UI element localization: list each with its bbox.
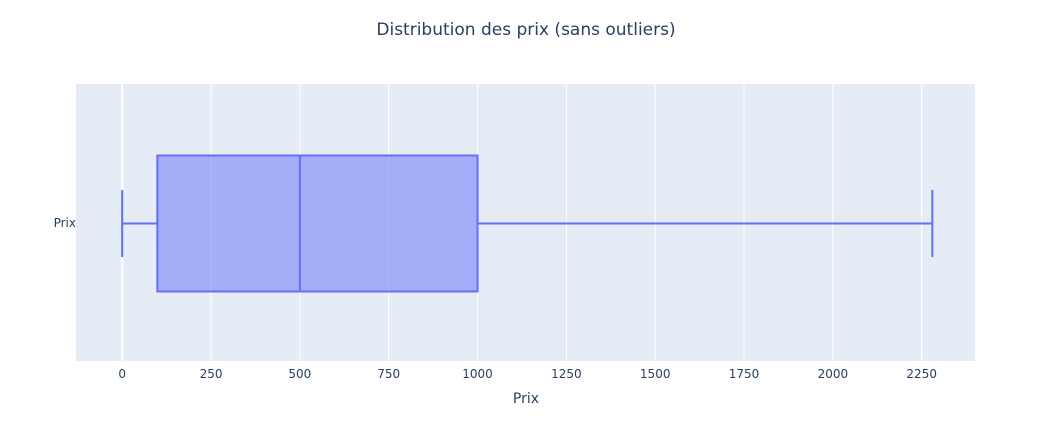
x-axis-title: Prix — [513, 391, 539, 407]
y-category-label: Prix — [54, 216, 76, 230]
box-group — [121, 154, 934, 293]
chart-title: Distribution des prix (sans outliers) — [376, 20, 675, 40]
x-tick-label: 1500 — [640, 367, 671, 381]
x-tick-label: 500 — [288, 367, 311, 381]
x-tick-label: 0 — [118, 367, 126, 381]
x-tick-label: 2250 — [906, 367, 937, 381]
x-tick-label: 2000 — [818, 367, 849, 381]
x-tick-label: 1750 — [729, 367, 760, 381]
x-tick-label: 1000 — [462, 367, 493, 381]
box-iqr — [156, 154, 479, 293]
x-tick-labels: 0 250 500 750 1000 1250 1500 1750 2000 2250 — [118, 367, 937, 381]
x-tick-label: 1250 — [551, 367, 582, 381]
x-tick-label: 750 — [377, 367, 400, 381]
x-tick-label: 250 — [200, 367, 223, 381]
